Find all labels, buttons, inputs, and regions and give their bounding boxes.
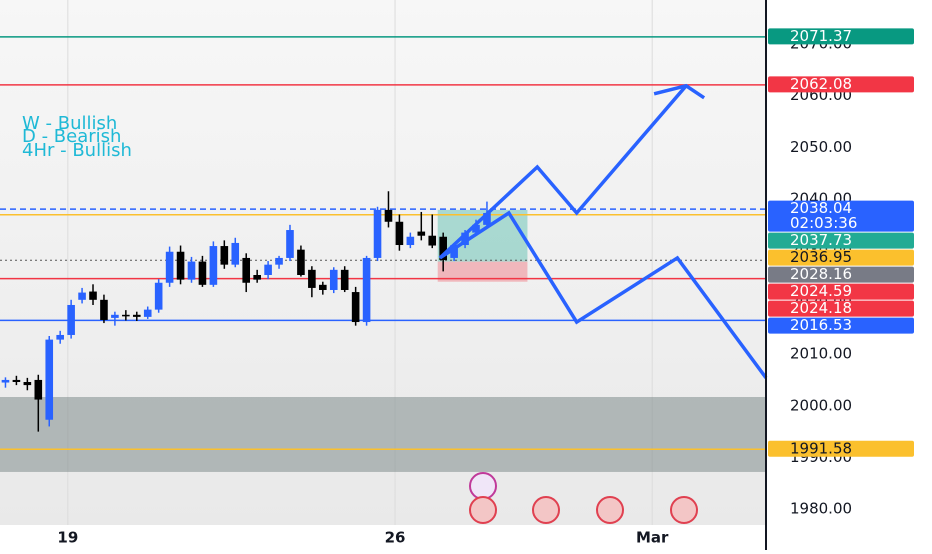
annotation: W - Bullish: [22, 113, 117, 134]
candle-body: [23, 382, 32, 386]
y-tick-label: 2050.00: [790, 138, 852, 156]
event-icon: [596, 496, 624, 524]
candle-body: [417, 231, 426, 236]
candle-body: [351, 292, 360, 323]
candle-body: [100, 299, 108, 320]
candle-body: [395, 221, 404, 246]
candle-body: [231, 242, 240, 265]
candle-body: [329, 269, 338, 290]
x-tick-label: Mar: [636, 529, 669, 547]
price-label: 2038.04: [790, 199, 852, 217]
candle-body: [439, 236, 447, 261]
countdown-label: 02:03:36: [790, 214, 857, 232]
candle-body: [143, 309, 152, 317]
projection-path: [438, 210, 768, 379]
y-tick-label: 2010.00: [790, 345, 852, 363]
candle-body: [56, 334, 64, 340]
event-icon: [469, 496, 497, 524]
event-icon: [670, 496, 698, 524]
candle-body: [362, 257, 371, 323]
candle-body: [384, 209, 393, 222]
y-tick-label: 1980.00: [790, 500, 852, 518]
candle-body: [187, 261, 196, 280]
candle-body: [319, 284, 327, 290]
price-label: 2037.73: [790, 231, 852, 249]
price-label-bg: [768, 28, 914, 45]
candle-body: [242, 257, 251, 283]
price-label-bg: [768, 300, 914, 317]
candle-body: [461, 232, 469, 246]
price-label-bg: [768, 317, 914, 334]
candle-body: [176, 251, 185, 280]
price-label: 2024.18: [790, 299, 852, 317]
candle-body: [45, 339, 54, 420]
candle-body: [253, 275, 261, 280]
price-label-bg: [768, 440, 914, 457]
candle-body: [286, 230, 294, 258]
candle-body: [1, 379, 10, 383]
candle-body: [34, 379, 43, 400]
price-label-bg: [768, 249, 914, 266]
candle-body: [67, 304, 75, 335]
price-label-bg: [768, 266, 914, 283]
candle-body: [198, 261, 207, 285]
position-stop: [437, 261, 528, 282]
event-icons: [469, 472, 698, 524]
candle-body: [472, 224, 480, 233]
time-axis-panel: [0, 525, 766, 550]
event-icon: [469, 472, 497, 500]
arrow-head: [653, 83, 706, 100]
price-label: 2071.37: [790, 27, 852, 45]
candle-body: [132, 314, 141, 317]
candle-body: [220, 246, 229, 265]
candle-body: [89, 291, 97, 300]
candle-body: [264, 264, 272, 275]
candle-body: [373, 209, 382, 258]
x-tick-label: 26: [385, 529, 406, 547]
event-icon: [532, 496, 560, 524]
candle-body: [12, 379, 21, 383]
price-label: 2036.95: [790, 248, 852, 266]
annotation: D - Bearish: [22, 126, 121, 147]
candle-body: [165, 251, 174, 283]
price-label: 2062.08: [790, 75, 852, 93]
annotation: 4Hr - Bullish: [22, 140, 132, 161]
candle-body: [406, 236, 415, 246]
candle-body: [340, 269, 349, 290]
candle-body: [122, 314, 130, 317]
y-tick-label: 2000.00: [790, 396, 852, 414]
price-label-bg: [768, 200, 914, 232]
x-tick-label: 19: [57, 529, 78, 547]
price-label: 2016.53: [790, 316, 852, 334]
candle-body: [209, 246, 218, 285]
price-label-bg: [768, 232, 914, 249]
price-label: 1991.58: [790, 439, 852, 457]
candle-body: [78, 292, 86, 300]
price-label: 2028.16: [790, 265, 852, 283]
price-label-bg: [768, 283, 914, 300]
candle-body: [111, 314, 119, 318]
candle-body: [483, 212, 491, 225]
candle-body: [275, 257, 283, 265]
candle-body: [154, 282, 163, 310]
price-label-bg: [768, 76, 914, 93]
projection-path: [438, 84, 688, 260]
annotation-block: W - Bullish D - Bearish 4Hr - Bullish: [22, 113, 132, 161]
candle-body: [297, 249, 305, 275]
price-label: 2024.59: [790, 282, 852, 300]
demand-zone: [0, 396, 766, 472]
candle-body: [428, 235, 437, 246]
candle-body: [450, 245, 458, 258]
candle-body: [308, 269, 316, 288]
